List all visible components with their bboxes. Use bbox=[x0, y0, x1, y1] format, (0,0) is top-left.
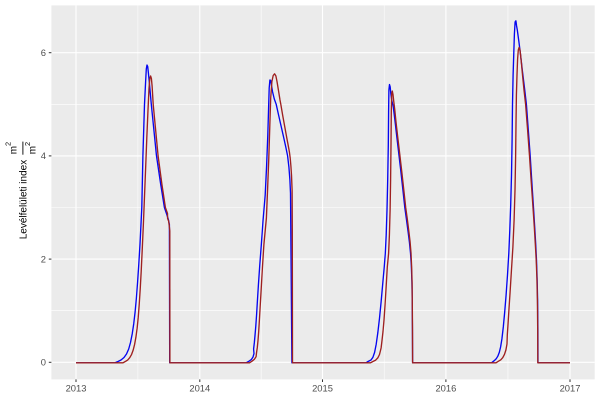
svg-text:2: 2 bbox=[41, 253, 46, 264]
svg-text:6: 6 bbox=[41, 47, 46, 58]
svg-text:Levélfelületi index: Levélfelületi index bbox=[18, 160, 29, 240]
svg-text:0: 0 bbox=[41, 357, 46, 368]
svg-text:2016: 2016 bbox=[435, 383, 456, 394]
svg-text:2015: 2015 bbox=[312, 383, 333, 394]
svg-text:2013: 2013 bbox=[66, 383, 87, 394]
svg-text:2017: 2017 bbox=[560, 383, 581, 394]
svg-text:2014: 2014 bbox=[189, 383, 210, 394]
svg-text:4: 4 bbox=[41, 150, 46, 161]
